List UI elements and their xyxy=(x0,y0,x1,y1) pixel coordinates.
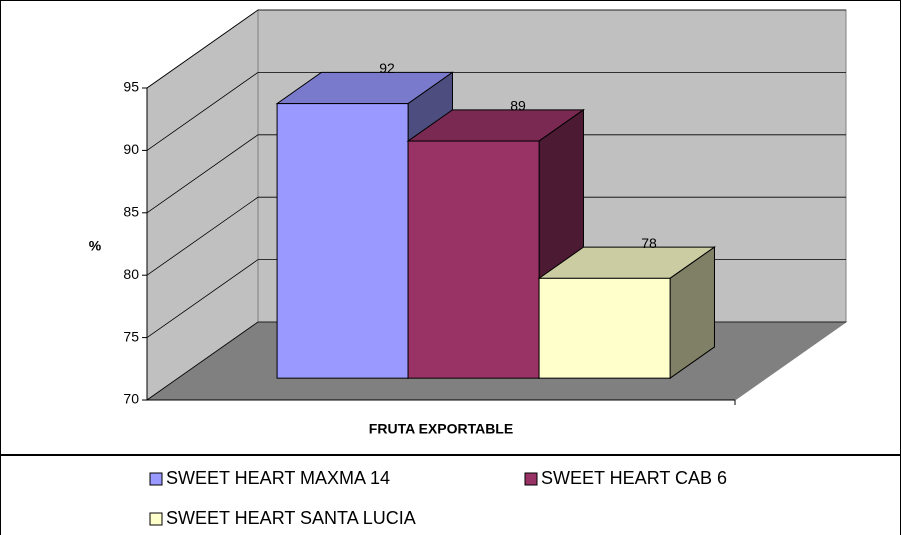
legend-swatch xyxy=(149,512,163,526)
y-tick-label: 80 xyxy=(123,266,139,282)
y-tick-label: 70 xyxy=(123,391,139,407)
grid-line xyxy=(146,196,846,276)
y-tick-label: 95 xyxy=(123,79,139,95)
legend-label: SWEET HEART SANTA LUCIA xyxy=(166,508,416,528)
value-label: 92 xyxy=(379,60,395,76)
bar xyxy=(538,277,671,379)
bar xyxy=(407,140,540,379)
grid-line xyxy=(146,72,846,151)
legend-label: SWEET HEART MAXMA 14 xyxy=(166,468,390,488)
x-tick-label: FRUTA EXPORTABLE xyxy=(369,421,513,437)
legend-swatch xyxy=(149,472,163,486)
legend-swatch xyxy=(524,472,538,486)
y-tick-label: 90 xyxy=(123,141,139,157)
value-label: 78 xyxy=(641,235,657,251)
bar xyxy=(276,103,409,379)
value-label: 89 xyxy=(510,98,526,114)
y-tick-label: 85 xyxy=(123,204,139,220)
grid-line xyxy=(146,134,846,214)
grid-line xyxy=(146,9,846,89)
y-axis-label: % xyxy=(89,238,102,254)
legend-border xyxy=(0,455,901,535)
y-tick-label: 75 xyxy=(123,328,139,344)
legend-label: SWEET HEART CAB 6 xyxy=(541,468,727,488)
